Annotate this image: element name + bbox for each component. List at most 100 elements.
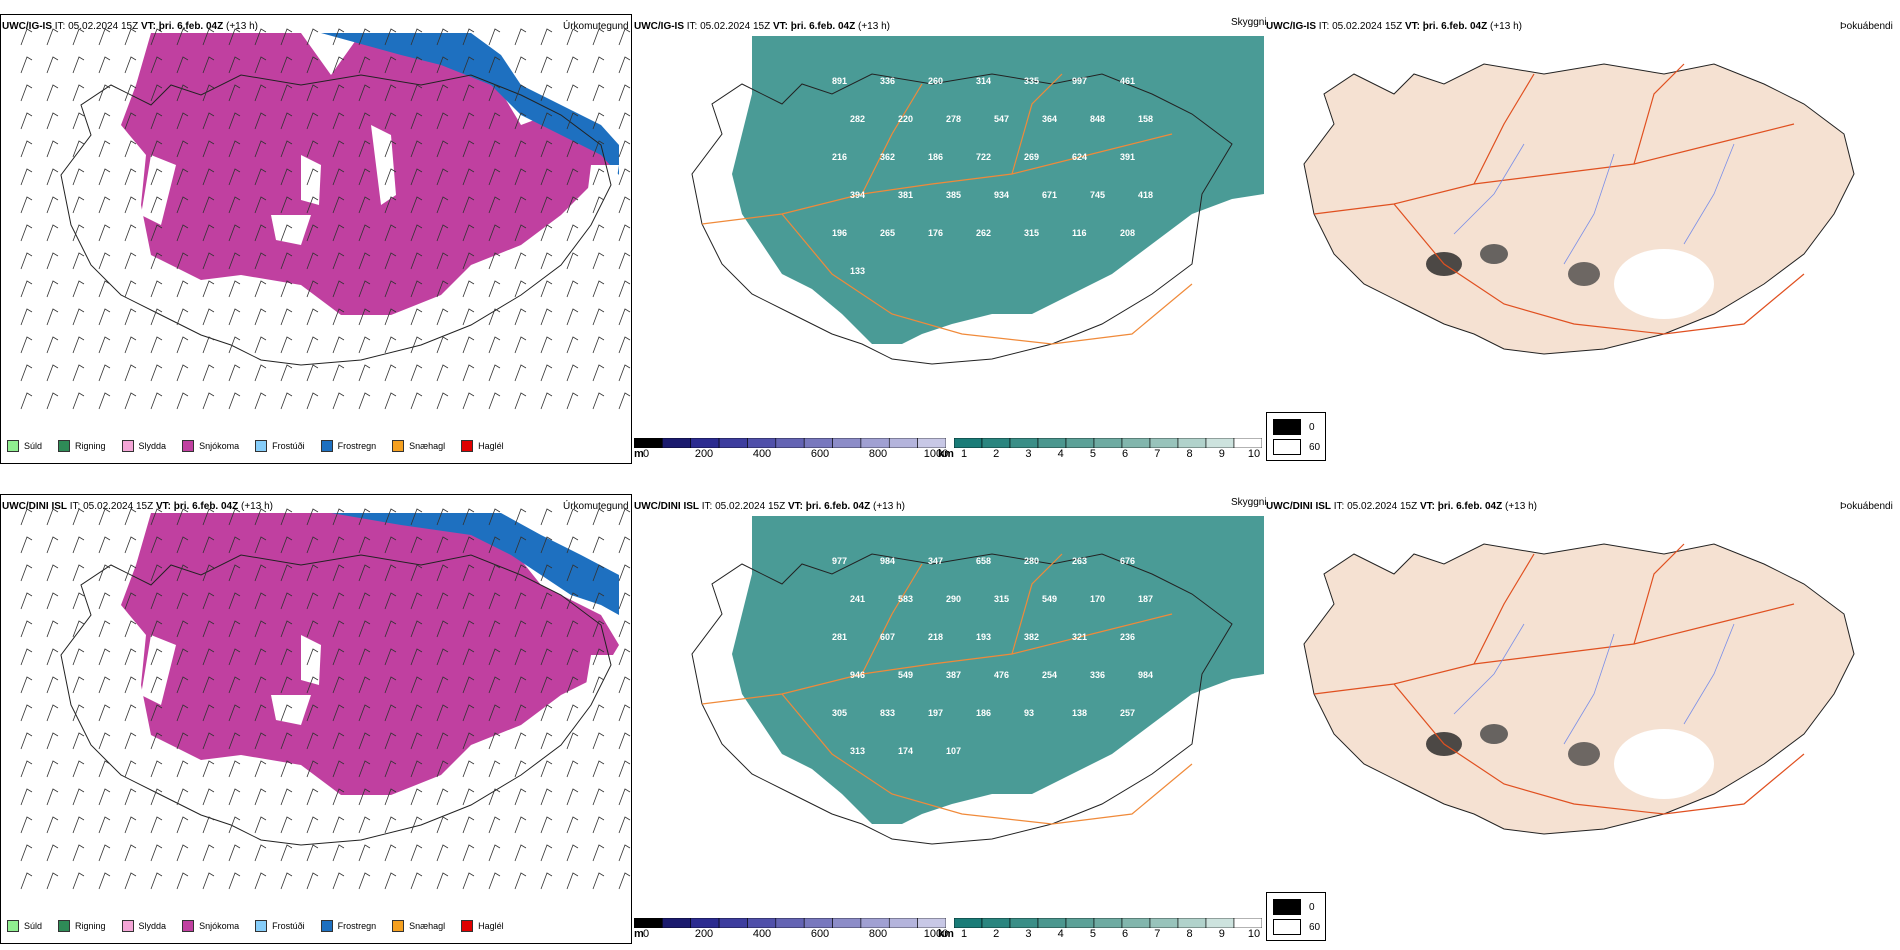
- wind-barb: [384, 676, 397, 694]
- wind-barb: [254, 336, 267, 354]
- wind-barb: [384, 760, 397, 778]
- wind-barb: [306, 732, 319, 750]
- cloud-base-label: 364: [1042, 114, 1057, 124]
- fog-legend-row-0: 0: [1273, 419, 1315, 435]
- precip-legend-swatch: [255, 920, 268, 932]
- cloud-base-label: 305: [832, 708, 847, 718]
- wind-barb: [228, 648, 241, 666]
- wind-barb: [176, 224, 189, 242]
- wind-barb: [98, 280, 111, 298]
- wind-barb: [410, 564, 423, 582]
- cloud-base-label: 282: [850, 114, 865, 124]
- colorbar-segment: [1233, 918, 1262, 928]
- wind-barb: [176, 620, 189, 638]
- colorbar-segment: [775, 438, 805, 448]
- precip-legend-item: Slydda: [121, 440, 166, 452]
- wind-barb: [566, 732, 579, 750]
- cloud-base-label: 391: [1120, 152, 1135, 162]
- wind-barb: [280, 620, 293, 638]
- wind-barb: [98, 704, 111, 722]
- wind-barb: [176, 760, 189, 778]
- wind-barb: [410, 252, 423, 270]
- fog-legend-row-1: 60: [1273, 919, 1320, 935]
- wind-barbs: [20, 28, 631, 410]
- wind-barb: [124, 508, 137, 526]
- wind-barb: [280, 760, 293, 778]
- wind-barb: [254, 508, 267, 526]
- precip-snow-area: [121, 513, 619, 795]
- wind-barb: [306, 168, 319, 186]
- wind-barb: [514, 392, 527, 410]
- precip-legend-swatch: [392, 440, 405, 452]
- wind-barb: [592, 280, 605, 298]
- wind-barb: [280, 280, 293, 298]
- wind-barb: [566, 536, 579, 554]
- fog-legend: 0 60: [1266, 892, 1326, 941]
- wind-barb: [228, 84, 241, 102]
- wind-barb: [72, 112, 85, 130]
- wind-barb: [488, 704, 501, 722]
- cloud-base-label: 722: [976, 152, 991, 162]
- wind-barb: [436, 112, 449, 130]
- wind-barb: [150, 648, 163, 666]
- wind-barb: [618, 592, 631, 610]
- wind-barb: [410, 592, 423, 610]
- wind-barb: [514, 704, 527, 722]
- colorbar-tick: 8: [1186, 448, 1193, 460]
- cloud-base-label: 236: [1120, 632, 1135, 642]
- wind-barb: [98, 168, 111, 186]
- colorbar-segment: [860, 918, 890, 928]
- wind-barb: [176, 592, 189, 610]
- wind-barb: [592, 196, 605, 214]
- wind-barb: [514, 112, 527, 130]
- wind-barb: [462, 84, 475, 102]
- wind-barb: [462, 56, 475, 74]
- cloud-base-label: 174: [898, 746, 913, 756]
- wind-barb: [384, 56, 397, 74]
- fog-rivers: [1453, 143, 1735, 265]
- wind-barb: [540, 112, 553, 130]
- wind-barb: [20, 196, 33, 214]
- wind-barb: [462, 760, 475, 778]
- wind-barb: [384, 872, 397, 890]
- wind-barb: [514, 732, 527, 750]
- wind-barb: [72, 56, 85, 74]
- wind-barb: [566, 112, 579, 130]
- wind-barb: [306, 592, 319, 610]
- wind-barb: [436, 364, 449, 382]
- wind-barb: [72, 140, 85, 158]
- wind-barb: [462, 252, 475, 270]
- cloud-base-label: 607: [880, 632, 895, 642]
- wind-barb: [384, 364, 397, 382]
- wind-barb: [306, 760, 319, 778]
- wind-barb: [228, 508, 241, 526]
- wind-barb: [280, 816, 293, 834]
- colorbar-segment: [803, 438, 833, 448]
- cloud-base-label: 624: [1072, 152, 1087, 162]
- wind-barb: [46, 844, 59, 862]
- wind-barb: [46, 704, 59, 722]
- wind-barb: [72, 816, 85, 834]
- wind-barb: [202, 168, 215, 186]
- wind-barb: [410, 648, 423, 666]
- wind-barb: [254, 196, 267, 214]
- wind-barb: [20, 168, 33, 186]
- wind-barb: [228, 676, 241, 694]
- precip-legend-label: Rigning: [75, 441, 106, 451]
- wind-barb: [592, 168, 605, 186]
- wind-barb: [566, 704, 579, 722]
- wind-barb: [228, 140, 241, 158]
- visibility-colorbar-ticks: 1 2 3 4 5 6 7 8 9 10: [961, 448, 1264, 462]
- colorbar-segment: [981, 438, 1011, 448]
- wind-barb: [410, 364, 423, 382]
- cloud-base-panel: 891 336 260 314 335 997 461 282 220 278 547 364 848 1…: [632, 14, 1264, 464]
- wind-barb: [618, 224, 631, 242]
- wind-barb: [488, 364, 501, 382]
- wind-barb: [228, 564, 241, 582]
- wind-barb: [46, 168, 59, 186]
- wind-barb: [462, 564, 475, 582]
- wind-barb: [280, 676, 293, 694]
- wind-barb: [384, 280, 397, 298]
- wind-barb: [228, 308, 241, 326]
- wind-barb: [306, 308, 319, 326]
